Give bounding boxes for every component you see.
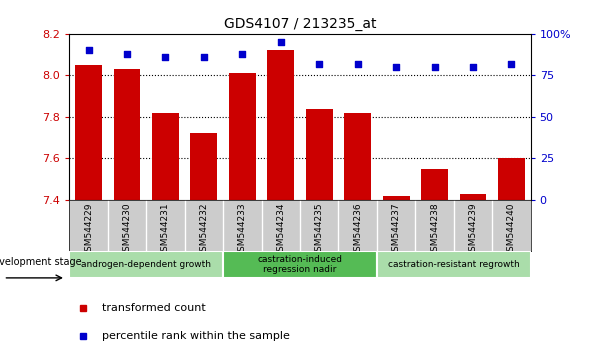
Text: GSM544232: GSM544232 [200, 202, 209, 257]
Point [199, 54, 209, 60]
Text: GSM544238: GSM544238 [430, 202, 439, 257]
Text: GSM544233: GSM544233 [238, 202, 247, 257]
Point [430, 64, 440, 70]
Point [507, 61, 516, 67]
Point [238, 51, 247, 56]
Text: castration-induced
regression nadir: castration-induced regression nadir [257, 255, 343, 274]
Text: GSM544231: GSM544231 [161, 202, 170, 257]
Bar [191, 133, 217, 200]
Text: castration-resistant regrowth: castration-resistant regrowth [388, 260, 520, 269]
Bar [229, 73, 256, 200]
Point [391, 64, 401, 70]
Bar [306, 109, 333, 200]
Point [314, 61, 324, 67]
Point [276, 39, 286, 45]
Bar [267, 50, 294, 200]
Bar [377, 251, 531, 278]
Bar [383, 196, 409, 200]
Text: GSM544236: GSM544236 [353, 202, 362, 257]
Text: GSM544239: GSM544239 [469, 202, 478, 257]
Point [353, 61, 362, 67]
Text: GSM544230: GSM544230 [122, 202, 131, 257]
Text: androgen-dependent growth: androgen-dependent growth [81, 260, 211, 269]
Bar [69, 251, 223, 278]
Text: GSM544235: GSM544235 [315, 202, 324, 257]
Bar [75, 65, 102, 200]
Text: GSM544237: GSM544237 [391, 202, 400, 257]
Text: GSM544240: GSM544240 [507, 202, 516, 257]
Point [160, 54, 170, 60]
Text: GSM544234: GSM544234 [276, 202, 285, 257]
Bar [113, 69, 140, 200]
Bar [152, 113, 179, 200]
Text: development stage: development stage [0, 257, 82, 267]
Text: transformed count: transformed count [102, 303, 206, 313]
Point [122, 51, 132, 56]
Bar [223, 251, 377, 278]
Text: percentile rank within the sample: percentile rank within the sample [102, 331, 289, 341]
Bar [459, 194, 487, 200]
Point [84, 47, 93, 53]
Text: GSM544229: GSM544229 [84, 202, 93, 257]
Bar [421, 169, 448, 200]
Point [468, 64, 478, 70]
Bar [498, 159, 525, 200]
Bar [344, 113, 371, 200]
Title: GDS4107 / 213235_at: GDS4107 / 213235_at [224, 17, 376, 31]
